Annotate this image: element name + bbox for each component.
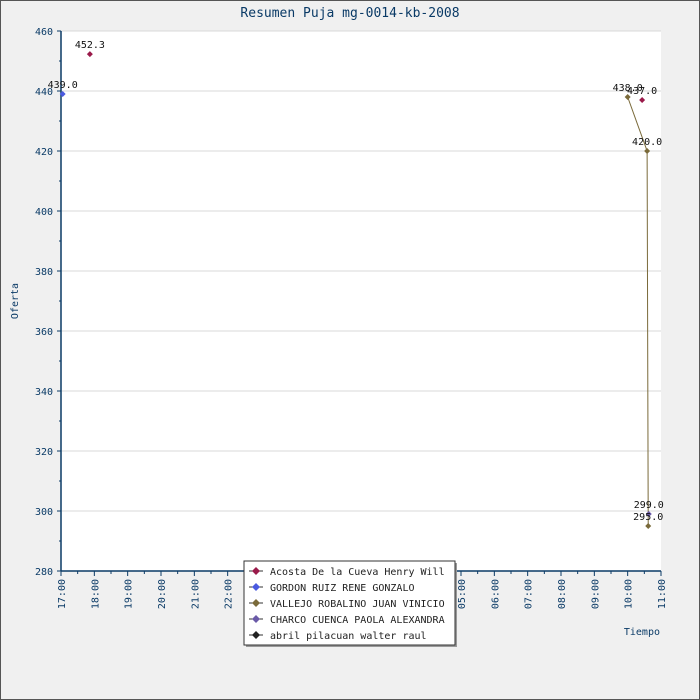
y-axis-label: Oferta bbox=[10, 283, 21, 319]
data-label: 452.3 bbox=[75, 40, 105, 51]
y-tick-label: 300 bbox=[35, 507, 53, 518]
x-tick-label: 22:00 bbox=[224, 579, 235, 609]
x-tick-label: 08:00 bbox=[557, 579, 568, 609]
data-point bbox=[59, 91, 66, 97]
x-tick-label: 05:00 bbox=[457, 579, 468, 609]
y-tick-label: 360 bbox=[35, 327, 53, 338]
data-point bbox=[644, 148, 651, 154]
data-label: 420.0 bbox=[632, 137, 662, 148]
legend-marker bbox=[252, 599, 260, 607]
legend-marker bbox=[252, 631, 260, 639]
legend-entry: CHARCO CUENCA PAOLA ALEXANDRA bbox=[270, 615, 445, 626]
plot-area bbox=[61, 31, 661, 571]
y-tick-label: 340 bbox=[35, 387, 53, 398]
legend-marker bbox=[252, 567, 260, 575]
legend-entry: abril pilacuan walter raul bbox=[270, 631, 427, 642]
data-point bbox=[624, 94, 631, 100]
data-label: 438.0 bbox=[613, 83, 643, 94]
x-tick-label: 17:00 bbox=[57, 579, 68, 609]
data-point bbox=[645, 523, 652, 529]
x-tick-label: 19:00 bbox=[124, 579, 135, 609]
y-tick-label: 440 bbox=[35, 87, 53, 98]
data-label: 439.0 bbox=[48, 80, 78, 91]
grid bbox=[61, 30, 661, 512]
data-point bbox=[86, 51, 93, 58]
data-point bbox=[645, 511, 652, 517]
x-tick-label: 10:00 bbox=[624, 579, 635, 609]
x-tick-label: 07:00 bbox=[524, 579, 535, 609]
y-tick-label: 320 bbox=[35, 447, 53, 458]
y-tick-label: 460 bbox=[35, 27, 53, 38]
legend-box bbox=[243, 560, 456, 646]
y-tick-label: 420 bbox=[35, 147, 53, 158]
data-label: 295.0 bbox=[633, 512, 663, 523]
x-tick-label: 18:00 bbox=[90, 579, 101, 609]
y-tick-label: 280 bbox=[35, 567, 53, 578]
x-axis-label: Tiempo bbox=[624, 627, 660, 638]
data-label: 437.0 bbox=[627, 86, 657, 97]
legend-entry: Acosta De la Cueva Henry Will bbox=[270, 567, 445, 578]
x-tick-label: 09:00 bbox=[590, 579, 601, 609]
axes: 280 300 320 340 360 380 400 420 440 460 17:00 18:00… bbox=[35, 27, 668, 609]
x-tick-label: 06:00 bbox=[490, 579, 501, 609]
y-tick-label: 400 bbox=[35, 207, 53, 218]
x-tick-label: 21:00 bbox=[190, 579, 201, 609]
data-point bbox=[639, 97, 646, 103]
legend-entry: GORDON RUIZ RENE GONZALO bbox=[270, 583, 415, 594]
chart-title: Resumen Puja mg-0014-kb-2008 bbox=[240, 6, 459, 21]
x-tick-label: 20:00 bbox=[157, 579, 168, 609]
data-label: 299.0 bbox=[634, 500, 664, 511]
legend-marker bbox=[252, 583, 260, 591]
x-tick-label: 11:00 bbox=[657, 579, 668, 609]
legend: Acosta De la Cueva Henry Will GORDON RUIZ… bbox=[243, 560, 457, 647]
y-tick-label: 380 bbox=[35, 267, 53, 278]
legend-marker bbox=[252, 615, 260, 623]
series bbox=[59, 51, 652, 529]
legend-entry: VALLEJO ROBALINO JUAN VINICIO bbox=[270, 599, 445, 610]
